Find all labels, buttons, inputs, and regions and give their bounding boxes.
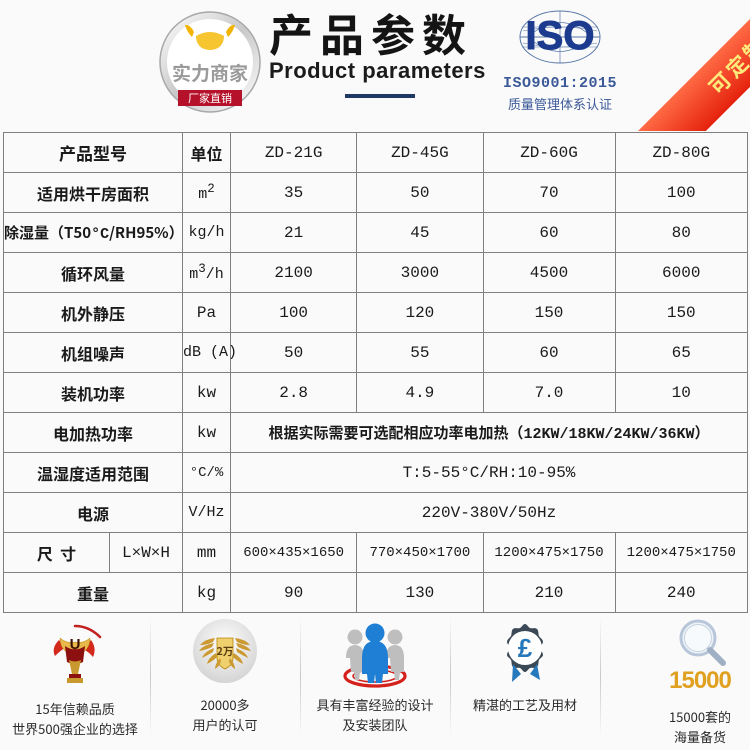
svg-text:£: £ [518,633,533,663]
svg-text:厂家直销: 厂家直销 [188,90,232,106]
svg-text:2万: 2万 [217,644,234,659]
svg-text:实力商家: 实力商家 [172,59,248,86]
svg-text:ISO: ISO [526,14,595,58]
